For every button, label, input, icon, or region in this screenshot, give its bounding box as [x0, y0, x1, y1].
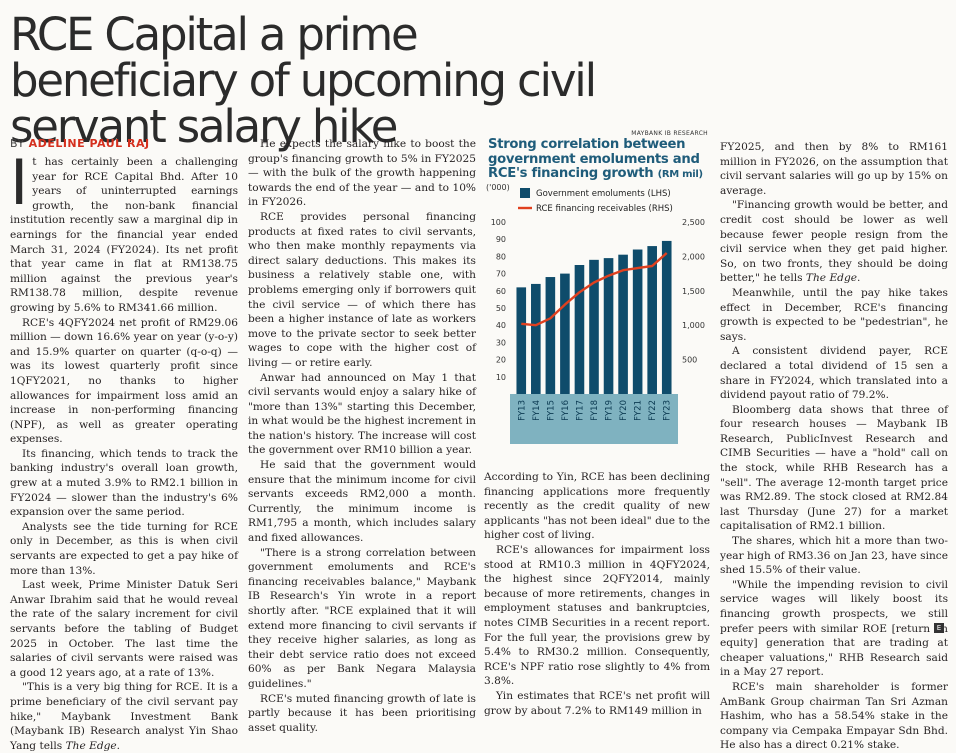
paragraph: "This is a very big thing for RCE. It is… — [10, 681, 238, 752]
drop-cap: I — [10, 146, 29, 219]
right-axis-tick: 2,500 — [682, 218, 705, 227]
bar-fy15 — [545, 277, 556, 394]
chart-title-unit: (RM mil) — [657, 169, 703, 180]
paragraph: Last week, Prime Minister Datuk Seri Anw… — [10, 579, 238, 679]
left-axis-tick: 100 — [491, 218, 506, 227]
chart-title: Strong correlation between government em… — [488, 137, 708, 183]
left-axis-tick: 80 — [496, 252, 506, 261]
left-axis-tick: 90 — [496, 235, 506, 244]
paragraph: Meanwhile, until the pay hike takes effe… — [720, 286, 948, 343]
legend-label-emoluments: Government emoluments (LHS) — [536, 189, 671, 199]
bar-fy21 — [632, 249, 643, 394]
x-tick-label: FY14 — [532, 400, 542, 421]
left-axis-tick: 30 — [496, 338, 506, 347]
end-mark: E — [934, 623, 944, 633]
left-axis-tick: 60 — [496, 287, 506, 296]
bar-fy18 — [589, 259, 599, 394]
paragraph: Its financing, which tends to track the … — [10, 447, 238, 519]
paragraph: RCE provides personal financing products… — [248, 210, 476, 369]
x-tick-label: FY21 — [634, 400, 644, 421]
bar-fy16 — [560, 273, 570, 394]
paragraph: He expects the salary hike to boost the … — [248, 138, 476, 209]
legend-label-receivables: RCE financing receivables (RHS) — [536, 204, 673, 214]
article-column-2: He expects the salary hike to boost the … — [248, 137, 476, 735]
article-column-3: According to Yin, RCE has been declining… — [484, 470, 710, 718]
left-axis-tick: 40 — [496, 321, 506, 330]
bar-fy20 — [618, 254, 628, 394]
left-axis-unit: ('000) — [486, 183, 510, 192]
chart-title-text: Strong correlation between government em… — [488, 137, 700, 181]
paragraph: RCE's main shareholder is former AmBank … — [720, 680, 948, 752]
paragraph: A consistent dividend payer, RCE declare… — [720, 345, 948, 402]
bar-fy19 — [603, 258, 614, 394]
left-axis-tick: 70 — [496, 270, 506, 279]
right-axis-tick: 1,000 — [682, 321, 705, 330]
paragraph: Anwar had announced on May 1 that civil … — [248, 371, 476, 457]
chart-plot: ('000) 10 20 30 40 50 60 70 80 90 100 500 1,000 1,500… — [486, 183, 705, 444]
x-tick-label: FY13 — [517, 400, 527, 421]
paragraph: Bloomberg data shows that three of four … — [720, 403, 948, 533]
paragraph: "While the impending revision to civil s… — [720, 578, 948, 679]
paragraph: RCE's allowances for impairment loss sto… — [484, 543, 710, 688]
bar-fy22 — [647, 246, 657, 394]
chart-source: MAYBANK IB RESEARCH — [631, 130, 708, 137]
bar-fy23 — [661, 240, 672, 394]
paragraph: Yin estimates that RCE's net profit will… — [484, 689, 710, 717]
x-tick-label: FY16 — [561, 400, 571, 421]
x-tick-label: FY20 — [619, 400, 629, 421]
paragraph: Analysts see the tide turning for RCE on… — [10, 520, 238, 577]
byline: BY ADELINE PAUL RAJ — [10, 137, 150, 150]
left-axis-tick: 10 — [496, 373, 506, 382]
bar-fy17 — [574, 265, 585, 394]
column-paragraphs: t has certainly been a challenging year … — [10, 155, 238, 753]
paragraph: The shares, which hit a more than two-ye… — [720, 535, 948, 577]
right-axis-tick: 500 — [682, 356, 697, 365]
left-axis-tick: 50 — [496, 304, 506, 313]
byline-prefix: BY — [10, 137, 25, 150]
x-tick-label: FY17 — [575, 400, 585, 421]
paragraph: RCE's 4QFY2024 net profit of RM29.06 mil… — [10, 316, 238, 446]
x-tick-label: FY22 — [648, 400, 658, 421]
x-tick-label: FY15 — [546, 400, 556, 421]
x-tick-label: FY23 — [663, 400, 673, 421]
x-tick-label: FY19 — [605, 400, 615, 421]
left-axis-tick: 20 — [496, 356, 506, 365]
paragraph: According to Yin, RCE has been declining… — [484, 471, 710, 542]
right-axis-tick: 1,500 — [682, 287, 705, 296]
paragraph: RCE's muted financing growth of late is … — [248, 692, 476, 734]
article-column-4: FY2025, and then by 8% to RM161 million … — [720, 140, 948, 753]
paragraph: "Financing growth would be better, and c… — [720, 199, 948, 285]
byline-author: ADELINE PAUL RAJ — [28, 137, 150, 150]
line-rce-financing — [521, 252, 668, 327]
right-axis-tick: 2,000 — [682, 252, 705, 261]
headline: RCE Capital a prime beneficiary of upcom… — [10, 8, 597, 153]
chart-box: MAYBANK IB RESEARCH Strong correlation b… — [484, 130, 710, 462]
bar-fy13 — [516, 287, 527, 394]
article-column-1: I t has certainly been a challenging yea… — [10, 146, 238, 753]
bar-fy14 — [531, 283, 541, 394]
paragraph: "There is a strong correlation between g… — [248, 546, 476, 690]
paragraph: t has certainly been a challenging year … — [10, 156, 238, 314]
legend-swatch-emoluments — [520, 188, 530, 198]
paragraph: FY2025, and then by 8% to RM161 million … — [720, 141, 948, 197]
x-axis-band — [510, 394, 678, 444]
x-tick-label: FY18 — [590, 400, 600, 421]
paragraph: He said that the government would ensure… — [248, 459, 476, 545]
